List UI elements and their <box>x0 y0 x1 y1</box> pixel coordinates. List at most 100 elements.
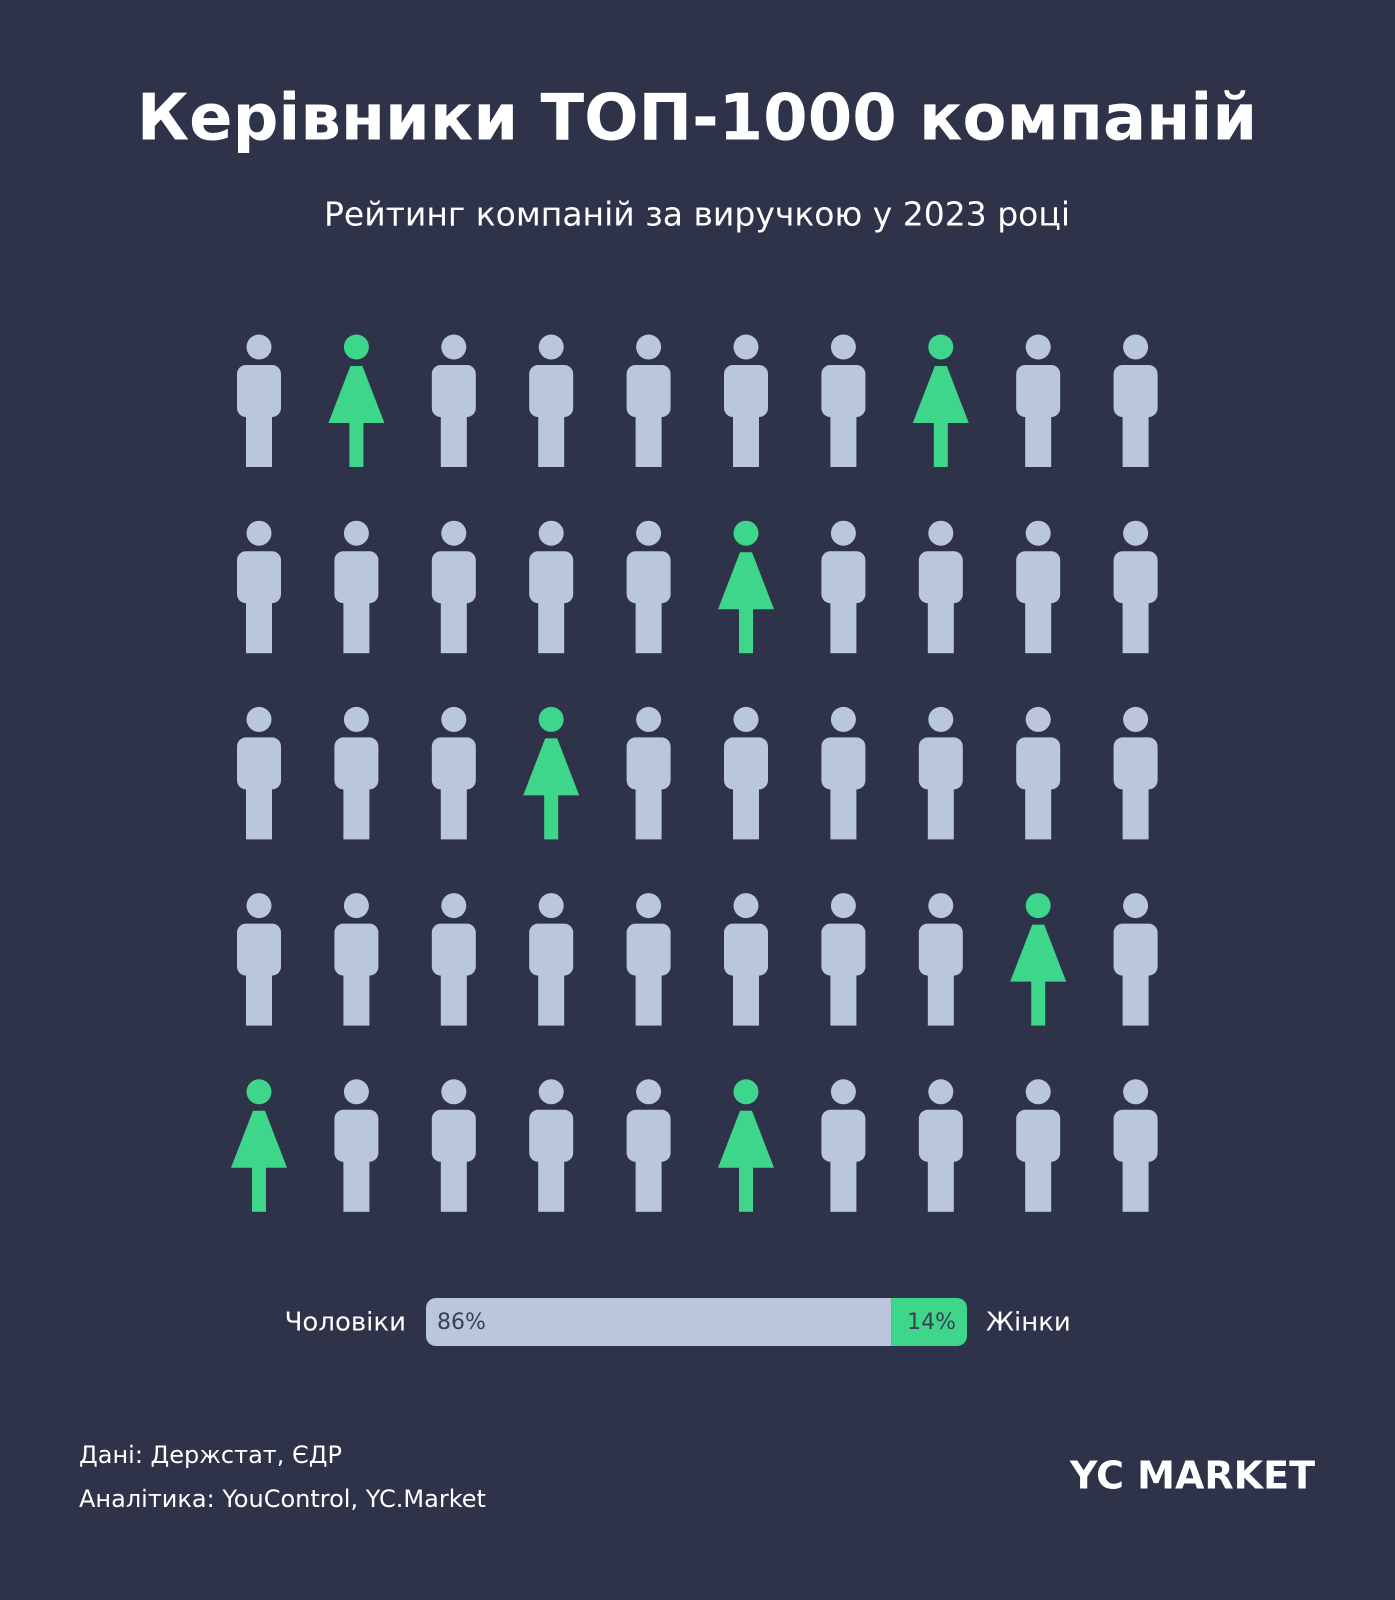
torso <box>918 551 963 604</box>
head <box>733 706 759 732</box>
head <box>538 334 564 360</box>
head <box>441 706 467 732</box>
head <box>246 334 272 360</box>
head <box>928 334 954 360</box>
man-icon <box>918 1079 963 1212</box>
dress <box>718 1110 774 1168</box>
man-icon <box>1113 520 1158 654</box>
leg <box>739 607 753 654</box>
man-icon <box>237 706 281 840</box>
man-icon <box>529 893 574 1026</box>
torso <box>1113 923 1158 976</box>
dress <box>328 366 385 423</box>
dress <box>1010 924 1067 982</box>
torso <box>529 923 574 976</box>
head <box>343 706 369 732</box>
legs <box>538 965 565 1026</box>
legs <box>927 965 954 1026</box>
head <box>1123 334 1149 360</box>
man-icon <box>529 520 574 654</box>
torso <box>626 737 671 790</box>
woman-icon <box>912 334 969 467</box>
head <box>928 706 954 732</box>
torso <box>626 365 671 417</box>
legs <box>635 407 662 467</box>
torso <box>1113 737 1158 790</box>
chart-subtitle: Рейтинг компаній за виручкою у 2023 році <box>324 195 1070 234</box>
torso <box>1016 551 1061 604</box>
man-icon <box>1113 893 1158 1026</box>
head <box>441 334 467 360</box>
leg <box>933 421 948 467</box>
man-icon <box>1016 706 1061 840</box>
man-icon <box>334 706 379 840</box>
head <box>343 893 369 919</box>
legs <box>1122 1151 1149 1212</box>
torso <box>334 923 379 976</box>
legs <box>1122 407 1149 467</box>
legs <box>538 593 565 654</box>
man-icon <box>724 334 768 467</box>
man-icon <box>821 520 866 654</box>
man-icon <box>918 520 963 654</box>
man-icon <box>918 706 963 840</box>
head <box>928 520 954 546</box>
man-icon <box>626 893 671 1026</box>
head <box>830 334 856 360</box>
leg <box>252 1165 266 1212</box>
torso <box>724 737 768 790</box>
head <box>733 520 759 546</box>
head <box>538 893 564 919</box>
legs <box>246 965 272 1026</box>
head <box>733 1079 759 1105</box>
torso <box>431 1109 476 1162</box>
man-icon <box>1113 1079 1158 1212</box>
head <box>538 520 564 546</box>
head <box>830 520 856 546</box>
woman-icon <box>718 520 774 654</box>
legs <box>635 1151 662 1212</box>
legs <box>830 407 857 467</box>
man-icon <box>1113 706 1158 840</box>
torso <box>724 365 768 417</box>
legs <box>343 779 370 840</box>
man-icon <box>237 893 281 1026</box>
legs <box>343 1151 370 1212</box>
head <box>830 706 856 732</box>
dress <box>912 366 969 423</box>
torso <box>529 365 574 417</box>
torso <box>237 551 281 604</box>
head <box>830 1079 856 1105</box>
man-icon <box>821 893 866 1026</box>
man-icon <box>724 893 768 1026</box>
legs <box>1025 407 1052 467</box>
torso <box>237 923 281 976</box>
head <box>1123 520 1149 546</box>
torso <box>1113 365 1158 417</box>
head <box>1025 706 1051 732</box>
torso <box>821 551 866 604</box>
woman-icon <box>718 1079 774 1212</box>
man-icon <box>529 334 574 467</box>
legs <box>440 1151 467 1212</box>
legs <box>343 593 370 654</box>
stacked-bar <box>426 1298 967 1346</box>
man-icon <box>431 334 476 467</box>
legs <box>733 779 759 840</box>
torso <box>237 737 281 790</box>
legs <box>440 779 467 840</box>
man-icon <box>821 1079 866 1212</box>
man-icon <box>724 706 768 840</box>
leg <box>1031 979 1046 1026</box>
head <box>636 334 662 360</box>
man-icon <box>918 893 963 1026</box>
legs <box>635 593 662 654</box>
legs <box>733 965 759 1026</box>
head <box>928 893 954 919</box>
man-icon <box>529 1079 574 1212</box>
torso <box>626 1109 671 1162</box>
head <box>343 334 369 360</box>
head <box>343 520 369 546</box>
